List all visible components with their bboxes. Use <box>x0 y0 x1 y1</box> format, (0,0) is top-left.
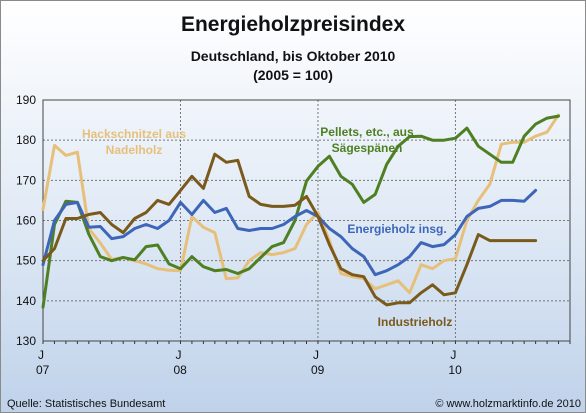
y-tick-label: 180 <box>16 133 36 147</box>
plot-area-border <box>42 99 571 342</box>
series-label-hack: Nadelholz <box>106 143 163 157</box>
series-line-industrie <box>41 152 538 307</box>
y-tick-label: 140 <box>16 294 36 308</box>
series-labels: Hackschnitzel aus Nadelholz Pellets, etc.,… <box>82 125 452 329</box>
y-tick-label: 170 <box>16 173 36 187</box>
copyright-text: © www.holzmarktinfo.de 2010 <box>435 398 581 410</box>
source-text: Quelle: Statistisches Bundesamt <box>7 398 165 410</box>
y-tick-label: 150 <box>16 254 36 268</box>
x-tick-month: J <box>313 348 319 362</box>
x-tick-month: J <box>450 348 456 362</box>
series-line-energie <box>41 188 538 277</box>
x-tick-year: 07 <box>36 363 50 377</box>
x-tick-year: 10 <box>448 363 462 377</box>
x-tick-month: J <box>175 348 181 362</box>
x-tick-year: 08 <box>173 363 187 377</box>
chart-title: Energieholzpreisindex <box>181 13 405 36</box>
series-label-pellets: Sägespänen <box>332 141 403 155</box>
series-label-energie: Energieholz insg. <box>347 222 446 236</box>
series-label-hack: Hackschnitzel aus <box>82 127 186 141</box>
series-label-industrie: Industrieholz <box>378 315 453 329</box>
x-tick-month: J <box>38 348 44 362</box>
series-label-pellets: Pellets, etc., aus <box>320 125 414 139</box>
chart-subtitle: Deutschland, bis Oktober 2010 <box>191 48 396 64</box>
chart-subtitle-2: (2005 = 100) <box>253 67 333 83</box>
y-tick-label: 130 <box>16 334 36 348</box>
series-lines <box>41 113 560 309</box>
x-tick-year: 09 <box>311 363 325 377</box>
y-tick-label: 190 <box>16 93 36 107</box>
y-tick-label: 160 <box>16 214 36 228</box>
